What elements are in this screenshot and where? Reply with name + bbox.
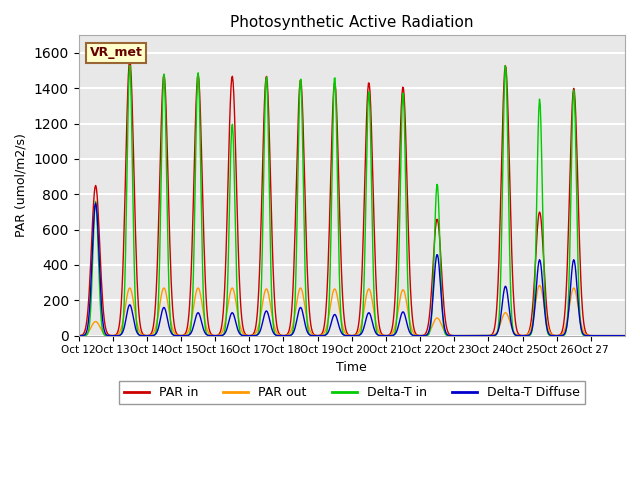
X-axis label: Time: Time — [337, 361, 367, 374]
Text: VR_met: VR_met — [90, 47, 142, 60]
Y-axis label: PAR (umol/m2/s): PAR (umol/m2/s) — [15, 133, 28, 238]
Title: Photosynthetic Active Radiation: Photosynthetic Active Radiation — [230, 15, 474, 30]
Legend: PAR in, PAR out, Delta-T in, Delta-T Diffuse: PAR in, PAR out, Delta-T in, Delta-T Dif… — [119, 382, 584, 405]
